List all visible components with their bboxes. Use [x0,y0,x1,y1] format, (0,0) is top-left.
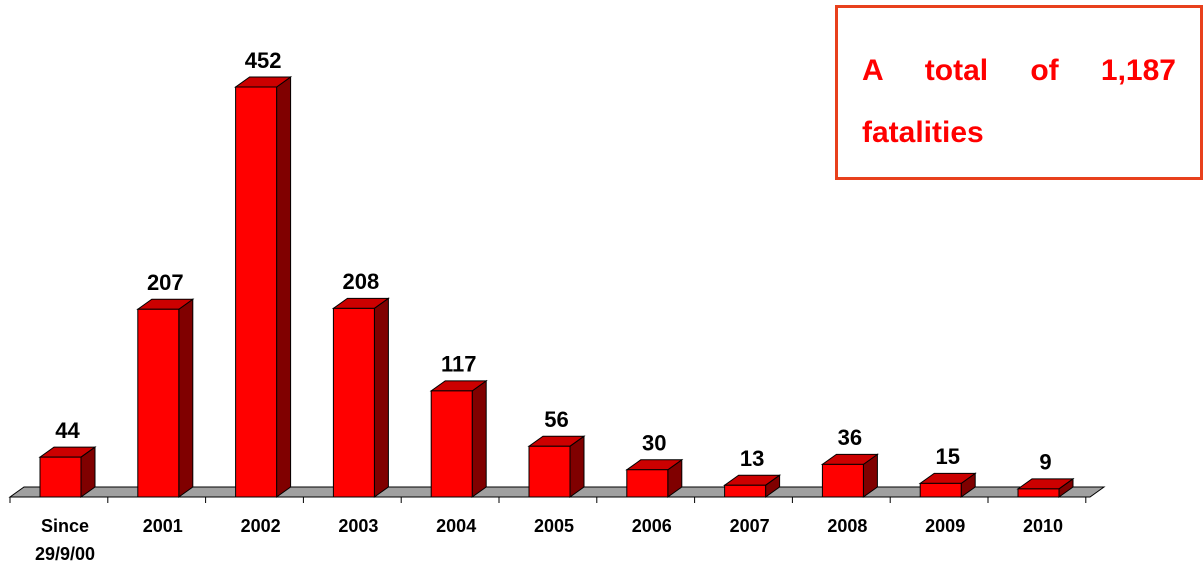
bar-front [235,86,278,498]
x-tick-label: 2001 [142,516,183,536]
bar-front [1017,488,1060,498]
value-label: 208 [343,269,380,294]
x-tick-label: 2004 [436,516,477,536]
bar [331,297,390,498]
value-label: 36 [838,425,862,450]
bar-front [39,456,82,498]
bar [527,435,586,498]
value-label: 15 [935,444,959,469]
value-label: 9 [1039,450,1051,475]
bar [38,446,97,498]
bar-front [528,445,571,498]
bar-side [276,76,292,498]
value-label: 13 [740,446,764,471]
value-label: 452 [245,48,282,73]
bar-side [178,298,194,498]
bar [918,472,977,498]
x-tick-label: 2009 [925,516,966,536]
bar [234,76,293,498]
bar-side [569,435,585,498]
bar [429,379,488,498]
x-tick-label: 2008 [827,516,868,536]
bar-front [724,484,767,498]
x-tick-label: 2007 [729,516,770,536]
x-tick-label: 2002 [240,516,281,536]
bar-front [821,463,864,498]
bar-front [332,307,375,498]
bar [723,474,782,498]
bar-side [373,297,389,498]
bar-front [919,482,962,498]
x-tick-label: 2010 [1022,516,1064,536]
x-tick-label: 2006 [631,516,672,536]
bar [820,453,879,498]
value-label: 44 [55,418,80,443]
bar [136,298,195,498]
value-label: 117 [441,352,477,377]
bar-front [430,390,473,498]
bar-front [626,469,669,498]
value-label: 30 [642,431,666,456]
annotation: A total of 1,187 fatalities [835,5,1203,180]
bar-side [471,379,487,498]
x-tick-label: Since 29/9/00 [34,516,96,564]
x-tick-label: 2005 [533,516,575,536]
x-tick-label: 2003 [338,516,379,536]
bar [1016,477,1075,498]
value-label: 56 [544,407,568,432]
value-label: 207 [147,270,184,295]
bar-front [137,308,180,498]
bar [625,458,684,498]
